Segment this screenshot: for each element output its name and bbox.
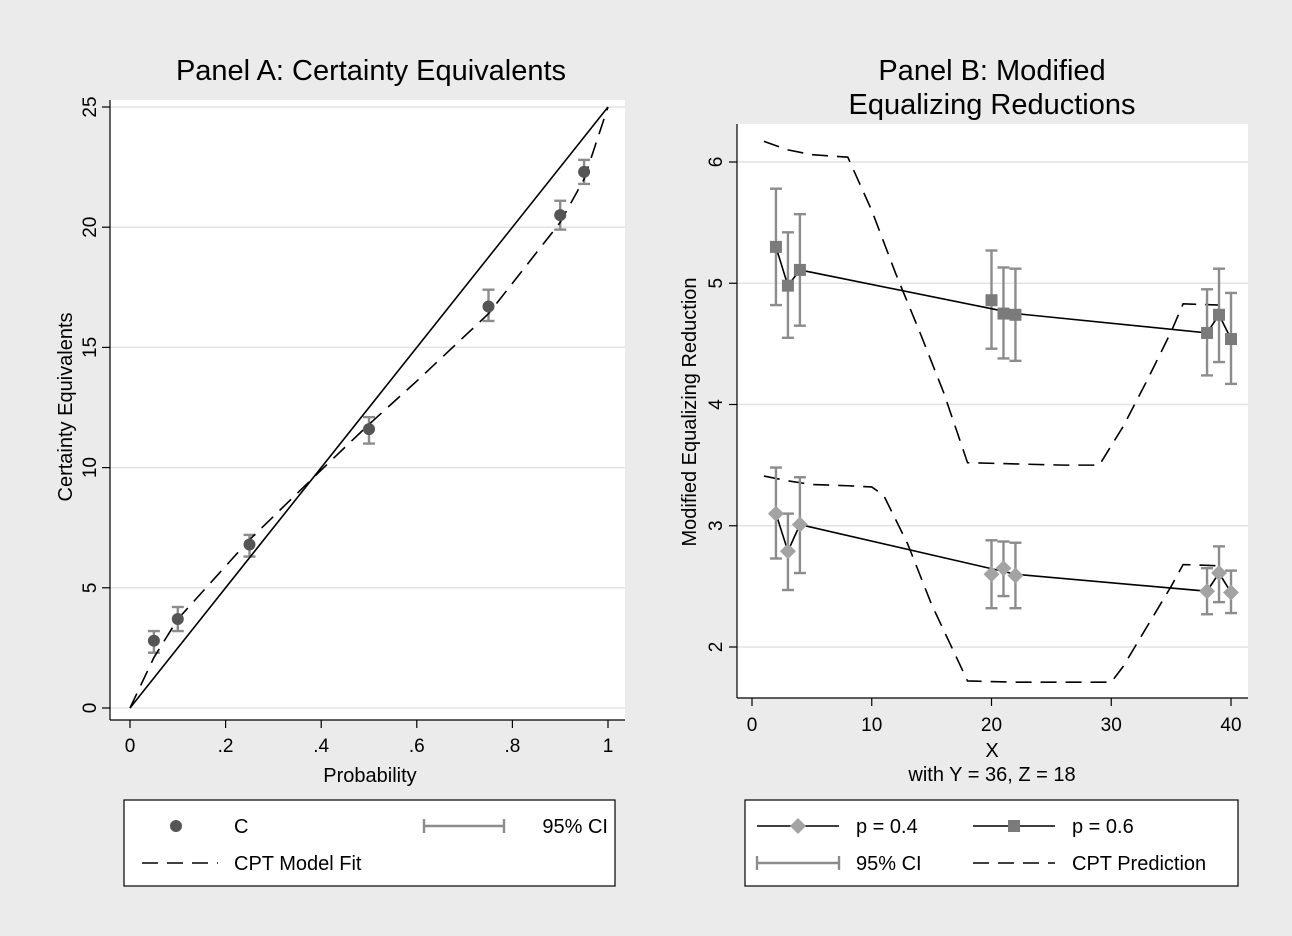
panel-b-point-diamond <box>767 505 784 522</box>
panel-b-point-diamond <box>995 560 1012 577</box>
legend-p06-label: p = 0.6 <box>1072 816 1134 838</box>
panel-b-point-square <box>781 279 794 292</box>
panel-a-legend: C 95% CI CPT Model Fit <box>123 799 616 887</box>
panel-a-y-tick-label: 5 <box>80 583 101 594</box>
panel-a-x-tick-label: .4 <box>313 736 329 757</box>
panel-b-cpt-prediction-line <box>763 140 1220 466</box>
panel-a-x-tick-label: 0 <box>125 736 136 757</box>
panel-b-y-tick-label: 6 <box>706 157 727 168</box>
panel-a-x-tick-label: .8 <box>504 736 520 757</box>
panel-b-point-square <box>1201 326 1214 339</box>
legend-c-label: C <box>234 816 248 838</box>
panel-b-point-diamond <box>1211 565 1228 582</box>
panel-b-point-square <box>1213 308 1226 321</box>
panel-b-cpt-prediction-lines <box>763 140 1220 683</box>
legend-ci-marker <box>422 819 506 833</box>
panel-a-y-tick-label: 10 <box>80 457 101 478</box>
panel-a-lines <box>129 106 609 709</box>
panel-b-point-diamond <box>983 566 1000 583</box>
legend-p04-marker <box>757 818 839 834</box>
legend-cpt-prediction-label: CPT Prediction <box>1072 853 1206 875</box>
panel-a-points <box>147 165 591 647</box>
panel-b-x-ticks: 0 10 20 30 40 <box>747 698 1242 736</box>
panel-b-y-tick-label: 3 <box>706 520 727 531</box>
panel-a-point <box>578 165 591 178</box>
panel-b-plot-area <box>737 124 1248 698</box>
panel-b-point-diamond <box>1007 567 1024 584</box>
panel-b-y-tick-label: 5 <box>706 278 727 289</box>
panel-a-y-tick-label: 0 <box>80 703 101 714</box>
panel-a-title: Panel A: Certainty Equivalents <box>176 55 566 87</box>
legend-p06-marker <box>973 820 1055 832</box>
panel-b-legend: p = 0.4 p = 0.6 95% CI CPT Prediction <box>744 799 1239 887</box>
panel-a-point <box>554 209 567 222</box>
panel-a-x-ticks: 0 .2 .4 .6 .8 1 <box>125 720 614 757</box>
panel-b-y-tick-label: 2 <box>706 642 727 653</box>
panel-b-point-diamond <box>779 543 796 560</box>
panel-a-y-tick-label: 20 <box>80 217 101 238</box>
panel-a-y-ticks: 0 5 10 15 20 25 <box>80 96 110 713</box>
panel-a-x-tick-label: .6 <box>409 736 425 757</box>
panel-a-x-axis-title: Probability <box>323 765 416 787</box>
panel-a-x-tick-label: 1 <box>603 736 614 757</box>
panel-b-point-square <box>793 263 806 276</box>
panel-b-point-square <box>997 307 1010 320</box>
panel-b-y-ticks: 2 3 4 5 6 <box>706 157 737 653</box>
panel-b-x-tick-label: 10 <box>861 715 882 736</box>
panel-a-point <box>482 300 495 313</box>
panel-a-point <box>171 613 184 626</box>
panel-a: Panel A: Certainty Equivalents 0 .2 .4 .6 .8… <box>55 55 625 887</box>
panel-b-x-tick-label: 30 <box>1101 715 1122 736</box>
panel-a-reference-line <box>129 106 609 709</box>
panel-b-point-diamond <box>1199 583 1216 600</box>
panel-b-point-diamond <box>791 516 808 533</box>
panel-b-x-tick-label: 40 <box>1220 715 1241 736</box>
panel-a-x-tick-label: .2 <box>218 736 234 757</box>
panel-b-points <box>767 240 1239 601</box>
panel-b-point-square <box>1225 333 1237 346</box>
panel-a-legend-box <box>123 799 616 887</box>
panel-b-point-diamond <box>1223 584 1239 601</box>
panel-b-x-tick-label: 0 <box>747 715 758 736</box>
panel-b-x-axis-title: X <box>985 740 998 762</box>
panel-b-y-tick-label: 4 <box>706 399 727 410</box>
legend-ci-label: 95% CI <box>542 816 608 838</box>
panel-b-title-line-2: Equalizing Reductions <box>849 89 1136 121</box>
panel-a-point <box>363 423 375 436</box>
panel-a-y-tick-label: 15 <box>80 337 101 358</box>
panel-b-point-square <box>1009 308 1022 321</box>
panel-b-y-axis-title: Modified Equalizing Reduction <box>679 277 701 546</box>
panel-b-x-tick-label: 20 <box>981 715 1002 736</box>
legend-p04-label: p = 0.4 <box>856 816 918 838</box>
panel-a-cpt-model-fit-line <box>129 106 609 709</box>
panel-a-point <box>147 634 160 647</box>
panel-b-legend-box <box>744 799 1239 887</box>
panel-b-cpt-prediction-line <box>763 475 1220 683</box>
panel-b-title-line-1: Panel B: Modified <box>878 55 1105 87</box>
legend-ci-marker-b <box>755 856 841 870</box>
legend-c-marker <box>170 820 182 832</box>
panel-a-y-axis-title: Certainty Equivalents <box>55 313 77 502</box>
panel-a-y-tick-label: 25 <box>80 96 101 117</box>
panel-b-x-axis-subtitle: with Y = 36, Z = 18 <box>907 764 1075 786</box>
panel-b-point-square <box>985 294 998 307</box>
legend-cpt-fit-label: CPT Model Fit <box>234 853 362 875</box>
panel-a-point <box>243 538 256 551</box>
legend-ci-label-b: 95% CI <box>856 853 922 875</box>
panel-b: Panel B: Modified Equalizing Reductions … <box>679 55 1248 887</box>
panel-a-gridlines <box>110 106 625 709</box>
panel-b-point-square <box>769 240 782 253</box>
